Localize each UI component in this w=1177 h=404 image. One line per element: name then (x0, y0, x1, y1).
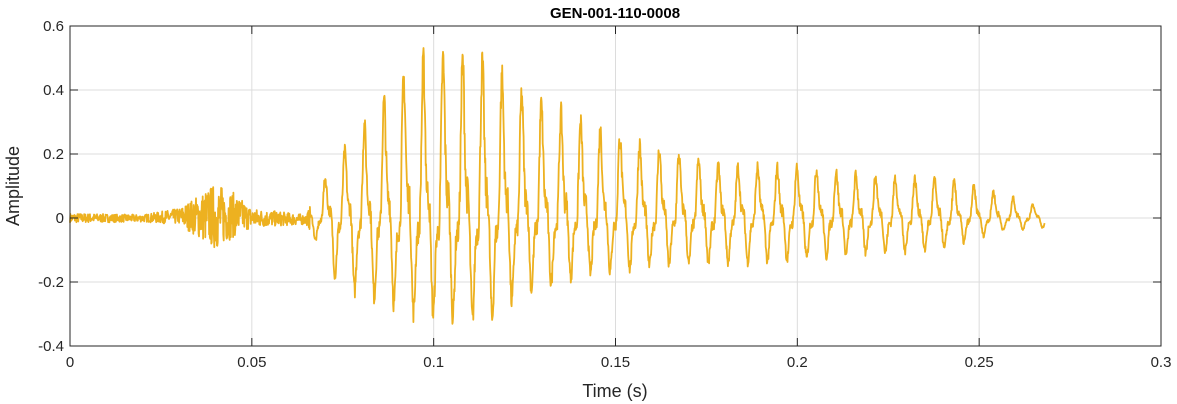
grid (69, 25, 1162, 347)
chart-title: GEN-001-110-0008 (550, 5, 680, 22)
x-axis-label: Time (s) (582, 381, 647, 401)
waveform-line (69, 47, 1046, 325)
x-tick-label: 0.15 (601, 354, 630, 371)
y-tick-label: -0.4 (38, 338, 64, 355)
axis-ticks: 0 0.05 0.1 0.15 0.2 0.25 0.3 -0.4 -0.2 0 0.2 0.4 0.6 (38, 18, 1171, 371)
plot-area (69, 47, 1046, 325)
x-tick-label: 0.2 (787, 354, 808, 371)
x-tick-label: 0.25 (965, 354, 994, 371)
y-tick-label: 0 (56, 210, 64, 227)
x-tick-label: 0.3 (1151, 354, 1172, 371)
x-tick-label: 0.1 (423, 354, 444, 371)
x-tick-label: 0.05 (237, 354, 266, 371)
y-tick-label: 0.2 (43, 146, 64, 163)
y-tick-label: -0.2 (38, 274, 64, 291)
x-tick-label: 0 (66, 354, 74, 371)
y-tick-label: 0.4 (43, 82, 64, 99)
y-axis-label: Amplitude (3, 146, 23, 226)
y-tick-label: 0.6 (43, 18, 64, 35)
